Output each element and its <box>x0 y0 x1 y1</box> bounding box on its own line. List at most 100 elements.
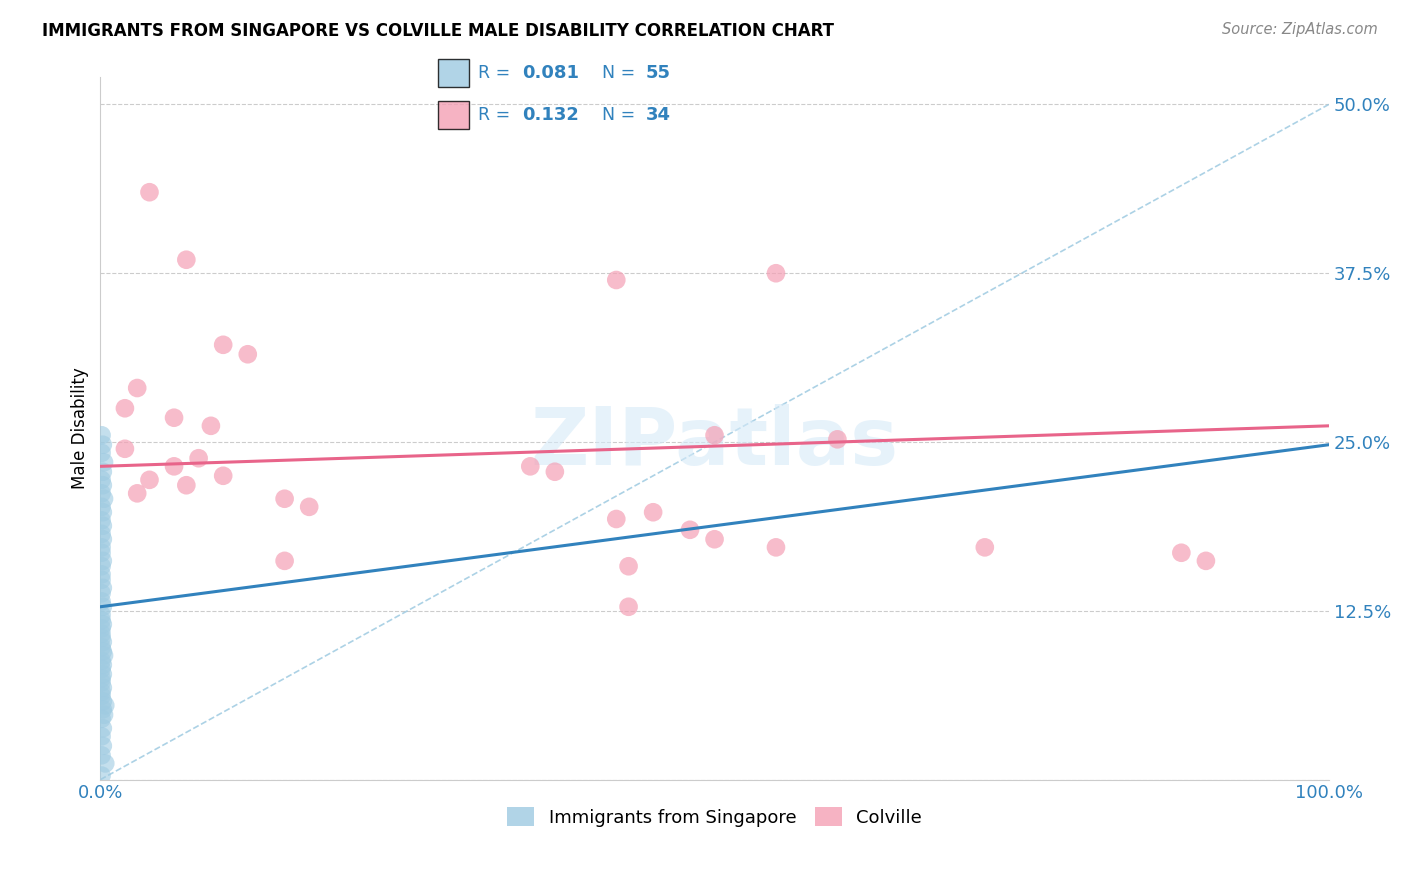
Point <box>93 491 115 506</box>
Point <box>187 451 209 466</box>
Point <box>605 512 627 526</box>
Text: N =: N = <box>602 64 641 82</box>
Point <box>90 730 112 744</box>
Point <box>765 266 787 280</box>
Point <box>298 500 321 514</box>
Point <box>91 465 114 479</box>
Point <box>617 599 640 614</box>
Point <box>91 657 114 672</box>
Y-axis label: Male Disability: Male Disability <box>72 368 89 490</box>
Text: N =: N = <box>602 106 641 124</box>
Point <box>90 513 112 527</box>
Point <box>90 768 112 782</box>
Point <box>91 478 114 492</box>
Point <box>90 689 112 703</box>
Point <box>90 748 112 763</box>
Point <box>90 500 112 514</box>
Point <box>90 654 112 668</box>
Point <box>90 486 112 500</box>
Point <box>519 459 541 474</box>
Point <box>114 401 136 416</box>
Text: Source: ZipAtlas.com: Source: ZipAtlas.com <box>1222 22 1378 37</box>
Point <box>138 473 160 487</box>
Text: ZIPatlas: ZIPatlas <box>530 403 898 482</box>
Point <box>827 433 849 447</box>
Point <box>91 554 114 568</box>
Point <box>90 428 112 442</box>
Point <box>93 707 115 722</box>
Point <box>90 662 112 676</box>
Point <box>90 446 112 460</box>
Point <box>90 541 112 555</box>
FancyBboxPatch shape <box>439 101 470 129</box>
Text: 34: 34 <box>645 106 671 124</box>
Point <box>90 621 112 635</box>
Point <box>138 185 160 199</box>
Point <box>544 465 567 479</box>
Point <box>163 410 186 425</box>
Point <box>200 418 222 433</box>
Point <box>91 505 114 519</box>
Point <box>90 671 112 685</box>
Legend: Immigrants from Singapore, Colville: Immigrants from Singapore, Colville <box>501 800 929 834</box>
Point <box>90 712 112 726</box>
Point <box>176 478 198 492</box>
Point <box>212 468 235 483</box>
Point <box>90 607 112 622</box>
Point <box>91 721 114 735</box>
Point <box>90 559 112 574</box>
Text: R =: R = <box>478 106 516 124</box>
FancyBboxPatch shape <box>439 59 470 87</box>
Point <box>127 381 149 395</box>
Point <box>90 685 112 699</box>
Point <box>91 694 114 708</box>
Point <box>91 681 114 695</box>
Point <box>90 567 112 582</box>
Point <box>90 526 112 541</box>
Text: 0.132: 0.132 <box>522 106 578 124</box>
Point <box>617 559 640 574</box>
Point <box>91 739 114 753</box>
Point <box>90 473 112 487</box>
Point <box>90 627 112 641</box>
Point <box>90 631 112 645</box>
Point <box>90 573 112 587</box>
Point <box>90 594 112 608</box>
Text: 0.081: 0.081 <box>522 64 579 82</box>
Point <box>236 347 259 361</box>
Point <box>94 756 117 771</box>
Point <box>91 667 114 681</box>
Point <box>212 338 235 352</box>
Text: R =: R = <box>478 64 516 82</box>
Point <box>176 252 198 267</box>
Point <box>127 486 149 500</box>
Point <box>163 459 186 474</box>
Point <box>91 581 114 595</box>
Point <box>90 613 112 627</box>
Point <box>765 541 787 555</box>
Point <box>91 533 114 547</box>
Point <box>679 523 702 537</box>
Point <box>90 546 112 560</box>
Point <box>93 455 115 469</box>
Point <box>91 599 114 614</box>
Point <box>703 428 725 442</box>
Point <box>1195 554 1218 568</box>
Point <box>91 702 114 716</box>
Point <box>114 442 136 456</box>
Text: 55: 55 <box>645 64 671 82</box>
Point <box>93 648 115 663</box>
Point <box>91 518 114 533</box>
Point <box>94 698 117 713</box>
Point <box>973 541 995 555</box>
Point <box>1170 546 1192 560</box>
Point <box>91 438 114 452</box>
Text: IMMIGRANTS FROM SINGAPORE VS COLVILLE MALE DISABILITY CORRELATION CHART: IMMIGRANTS FROM SINGAPORE VS COLVILLE MA… <box>42 22 834 40</box>
Point <box>90 675 112 690</box>
Point <box>91 635 114 649</box>
Point <box>91 617 114 632</box>
Point <box>273 554 295 568</box>
Point <box>90 640 112 655</box>
Point <box>90 586 112 600</box>
Point <box>643 505 665 519</box>
